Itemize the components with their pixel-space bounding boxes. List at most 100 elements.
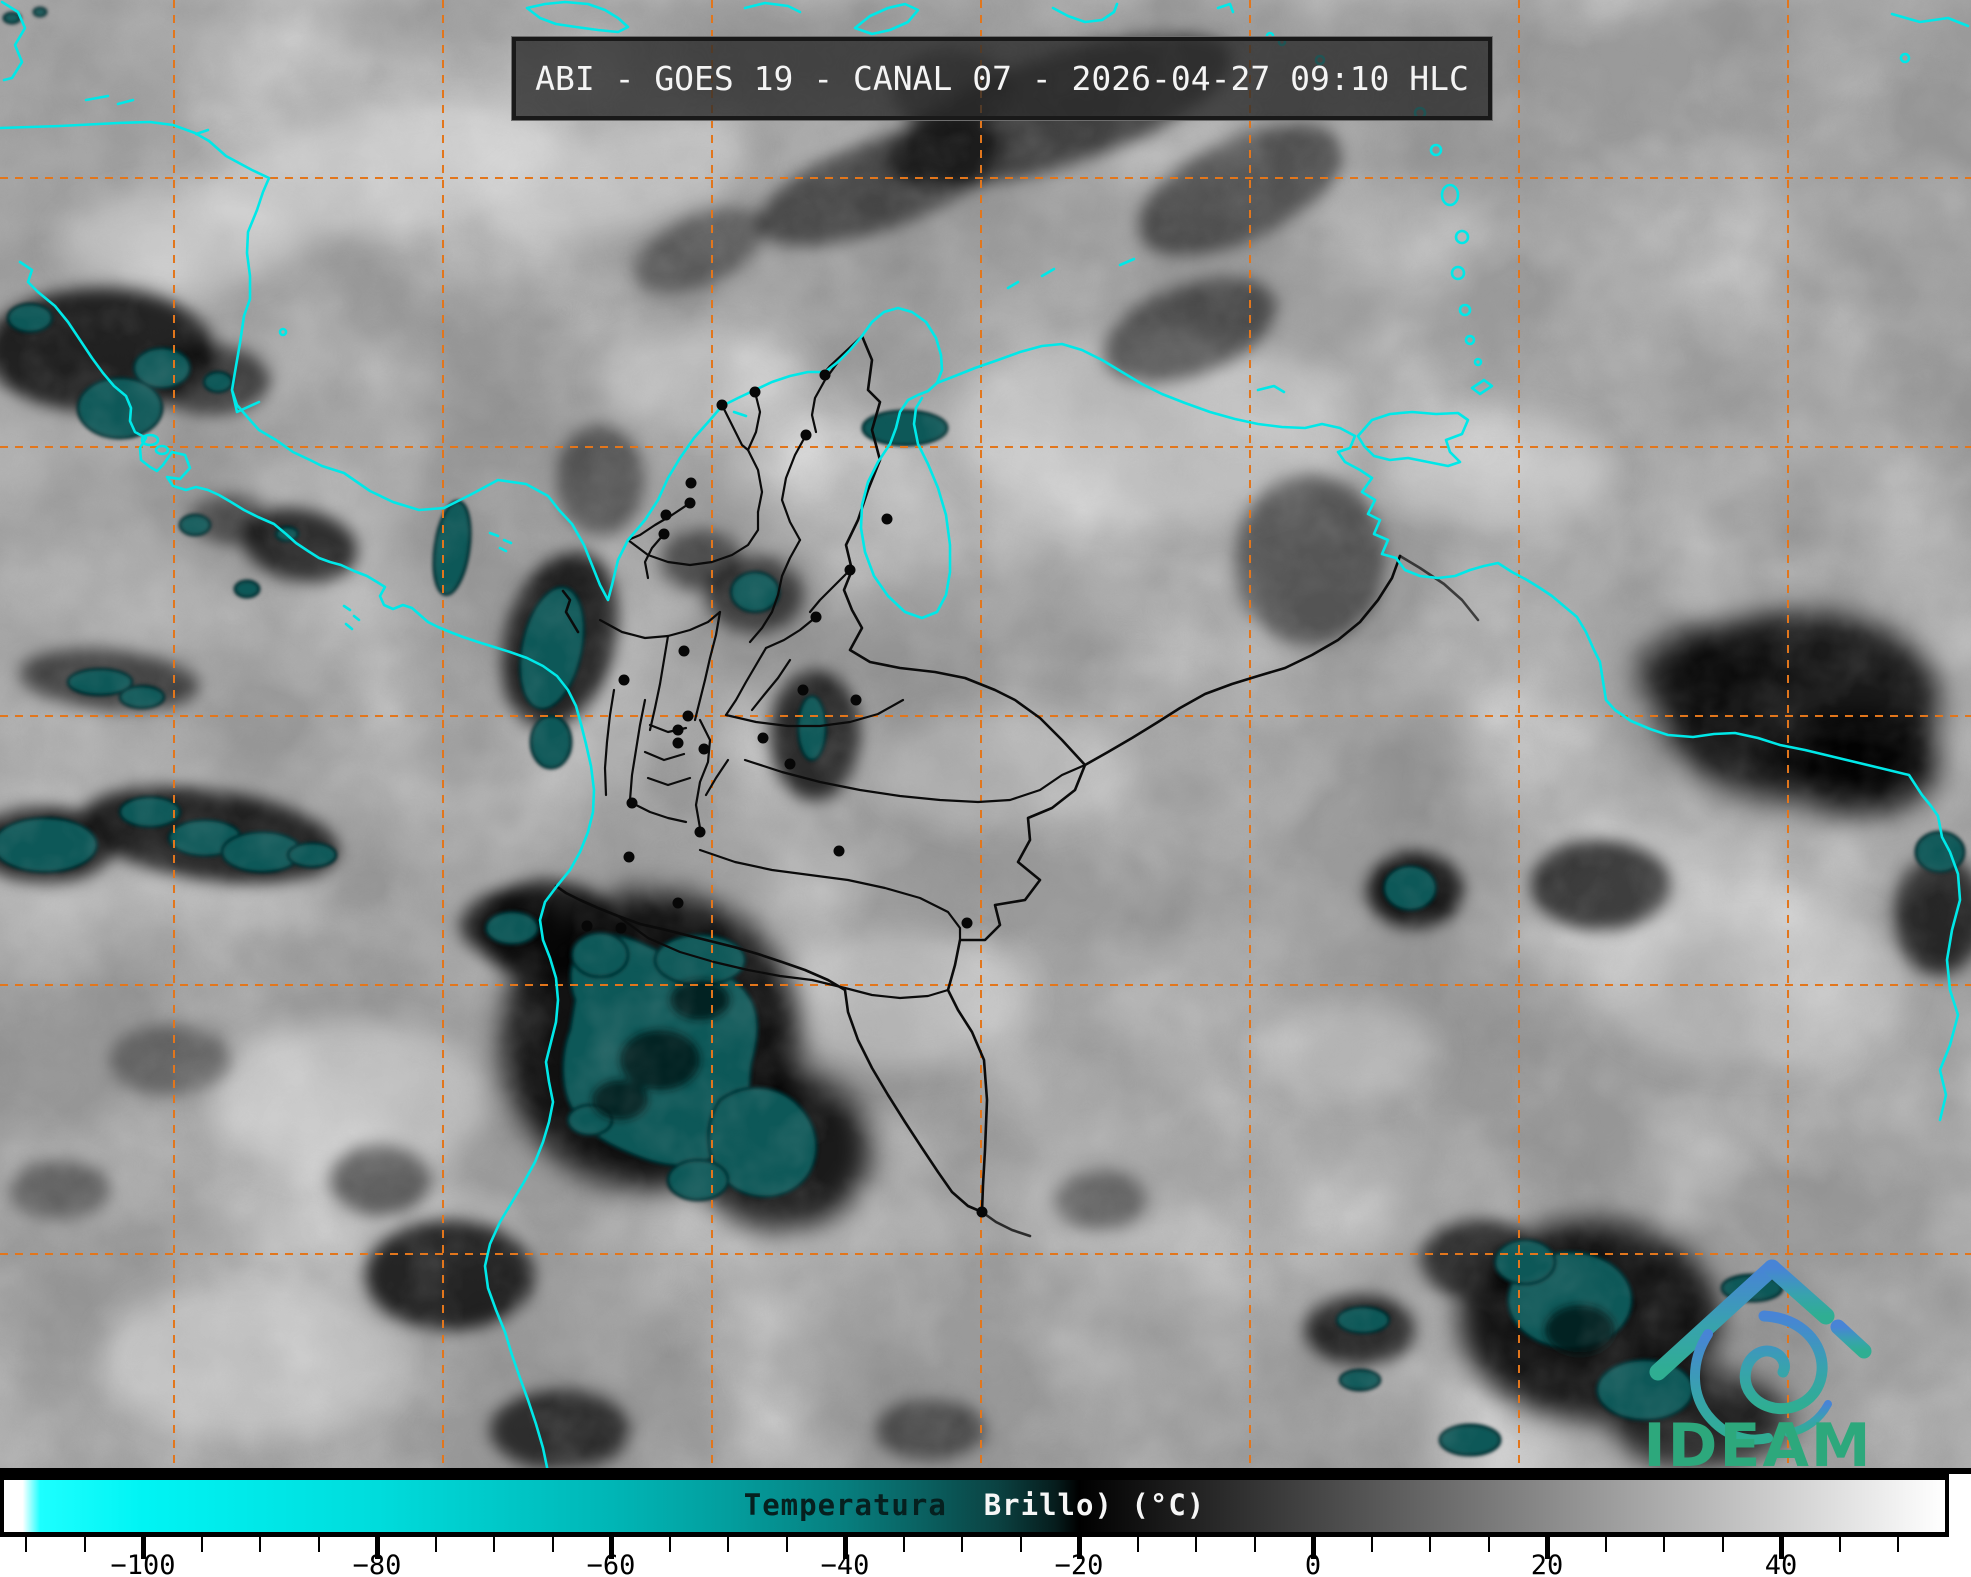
hispaniola-south-coast <box>1051 2 1119 24</box>
city-dot <box>784 758 796 770</box>
colorbar-tick-label: 0 <box>1304 1550 1322 1577</box>
colorbar-frame <box>0 1474 1949 1537</box>
logo-mountain-icon <box>1649 1259 1781 1381</box>
colorbar-minor-tick <box>1136 1537 1139 1552</box>
title-bar: ABI - GOES 19 - CANAL 07 - 2026-04-27 09… <box>511 36 1493 121</box>
colorbar-minor-tick <box>1663 1537 1665 1552</box>
colorbar-minor-tick <box>727 1537 729 1552</box>
colorbar-minor-tick <box>1721 1537 1724 1552</box>
city-dot <box>757 732 769 744</box>
ideam-logo: IDEAM <box>1643 1259 1872 1474</box>
country-department-borders <box>554 334 1480 1238</box>
city-dot <box>810 611 822 623</box>
colorbar-minor-tick <box>1487 1537 1490 1552</box>
colorbar-major-tick <box>1310 1537 1316 1559</box>
department-borders <box>598 334 1087 1000</box>
city-dot <box>716 399 728 411</box>
logo-mountain-icon <box>1763 1259 1835 1325</box>
colorbar-tick-label: −20 <box>1054 1550 1104 1577</box>
colorbar-major-tick <box>1544 1537 1550 1559</box>
city-dot <box>658 528 670 540</box>
city-dot <box>698 743 710 755</box>
logo-mountain-icon <box>1830 1319 1872 1359</box>
city-dot <box>850 694 862 706</box>
city-dot <box>623 851 635 863</box>
colorbar-minor-tick <box>1604 1537 1607 1552</box>
trinidad-island <box>1356 410 1470 468</box>
city-dot <box>682 710 694 722</box>
cuba-west-tip <box>0 0 27 82</box>
logo-spiral-icon <box>1784 1400 1832 1437</box>
pacific-coast <box>18 260 596 1474</box>
colorbar-zone: Temperatura (Brillo) (°C) Temperatura (B… <box>0 1474 1971 1577</box>
colorbar-minor-tick <box>1897 1537 1899 1552</box>
colorbar-tick-label: −80 <box>352 1550 402 1577</box>
colorbar-minor-tick <box>200 1537 203 1552</box>
colorbar-minor-tick <box>1429 1537 1431 1552</box>
city-dot <box>672 724 684 736</box>
colorbar-tick-label: −60 <box>586 1550 636 1577</box>
city-dot <box>961 917 973 929</box>
city-dot <box>749 386 761 398</box>
colorbar-major-tick <box>374 1537 380 1559</box>
colorbar-minor-tick <box>1370 1537 1373 1552</box>
city-dot <box>660 509 672 521</box>
colorbar-tick-label: −100 <box>110 1550 176 1577</box>
colorbar-minor-tick <box>785 1537 788 1552</box>
logo-spiral-icon <box>1739 1310 1828 1415</box>
colorbar-label-dark: Temperatura (Brillo) (°C) <box>0 1488 958 1522</box>
graticule-grid <box>0 0 1971 1474</box>
city-dot <box>976 1206 988 1218</box>
colorbar-tick-label: 20 <box>1530 1550 1564 1577</box>
city-dot <box>626 797 638 809</box>
colorbar-label-light: Temperatura (Brillo) (°C) <box>980 1488 1949 1522</box>
colorbar-minor-tick <box>83 1537 86 1552</box>
city-dot <box>678 645 690 657</box>
tobago-island <box>1470 378 1494 396</box>
haiti-peninsula <box>853 2 920 36</box>
city-dot <box>833 845 845 857</box>
colorbar-minor-tick <box>259 1537 261 1552</box>
colorbar-minor-tick <box>493 1537 495 1552</box>
city-dot <box>694 826 706 838</box>
product-title: ABI - GOES 19 - CANAL 07 - 2026-04-27 09… <box>535 59 1469 98</box>
city-dot <box>672 897 684 909</box>
colorbar-major-tick <box>140 1537 146 1559</box>
city-dot <box>800 429 812 441</box>
colorbar-minor-tick <box>668 1537 671 1552</box>
colorbar-tick-label: 40 <box>1764 1550 1798 1577</box>
jamaica-island <box>525 0 630 34</box>
colorbar-minor-tick <box>1019 1537 1022 1552</box>
logo-text: IDEAM <box>1643 1411 1872 1474</box>
city-dot <box>819 369 831 381</box>
colorbar-major-tick <box>608 1537 614 1559</box>
city-dot <box>881 513 893 525</box>
colorbar-minor-tick <box>1195 1537 1197 1552</box>
colorbar-gradient <box>4 1480 1945 1532</box>
venezuela-guyana-coast <box>935 342 1962 1122</box>
colorbar-minor-tick <box>317 1537 320 1552</box>
logo-spiral-icon <box>1689 1329 1773 1445</box>
colorbar-minor-tick <box>961 1537 963 1552</box>
colorbar-minor-tick <box>1838 1537 1841 1552</box>
colorbar-minor-tick <box>551 1537 554 1552</box>
colorbar-minor-tick <box>902 1537 905 1552</box>
city-dot <box>684 497 696 509</box>
city-dot <box>685 477 697 489</box>
city-dot <box>618 674 630 686</box>
satellite-map: IDEAM <box>0 0 1971 1474</box>
colorbar-tick-label: −40 <box>820 1550 870 1577</box>
colorbar-minor-tick <box>25 1537 27 1552</box>
colorbar-minor-tick <box>434 1537 437 1552</box>
city-dot <box>672 737 684 749</box>
map-svg: IDEAM <box>0 0 1971 1474</box>
colorbar-major-tick <box>1076 1537 1082 1559</box>
colorbar-major-tick <box>1778 1537 1784 1559</box>
city-dot <box>844 564 856 576</box>
city-dots <box>581 369 988 1218</box>
city-dot <box>797 684 809 696</box>
city-dot <box>615 922 627 934</box>
city-dot <box>581 920 593 932</box>
colorbar-major-tick <box>842 1537 848 1559</box>
